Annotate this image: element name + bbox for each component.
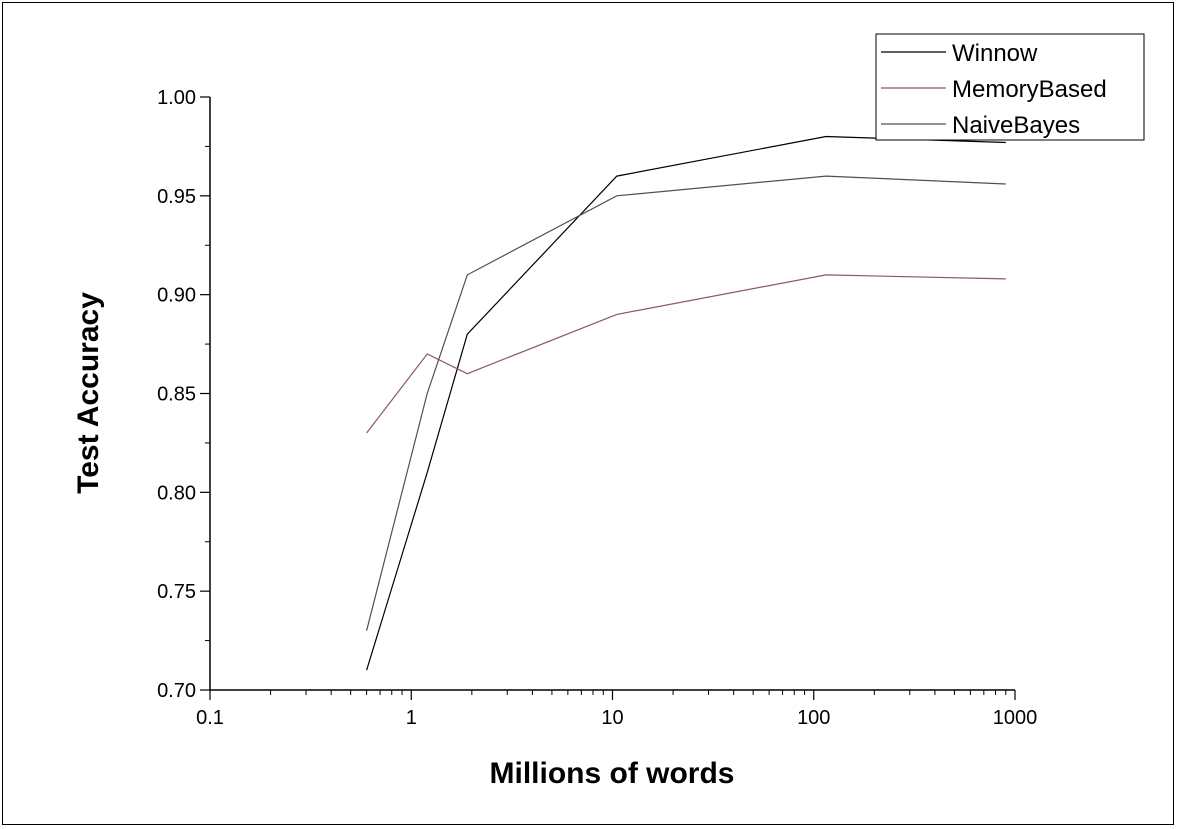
y-tick-label: 1.00 [157,87,196,109]
y-axis-title: Test Accuracy [72,292,105,494]
y-tick-label: 0.95 [157,186,196,208]
x-tick-label: 1 [406,707,417,729]
legend: Winnow MemoryBased NaiveBayes [875,33,1145,141]
y-tick-label: 0.75 [157,581,196,603]
series-line-winnow [366,135,1006,671]
x-tick-label: 1000 [993,707,1038,729]
y-tick-label: 0.85 [157,384,196,406]
series-line-memorybased [366,274,1006,434]
x-tick-label: 100 [797,707,830,729]
x-axis-title: Millions of words [490,757,735,790]
legend-label-naivebayes: NaiveBayes [952,112,1080,139]
legend-label-winnow: Winnow [952,40,1038,67]
y-tick-label: 0.90 [157,285,196,307]
series-layer [366,135,1006,671]
series-line-naivebayes [366,175,1006,631]
x-tick-label: 10 [601,707,623,729]
y-tick-label: 0.80 [157,482,196,504]
legend-label-memorybased: MemoryBased [952,76,1107,103]
y-tick-label: 0.70 [157,680,196,702]
axes: 0.70 0.75 0.80 0.85 0.90 0.95 1.00 0.1 1 10 100 100… [157,87,1037,729]
x-tick-label: 0.1 [196,707,224,729]
